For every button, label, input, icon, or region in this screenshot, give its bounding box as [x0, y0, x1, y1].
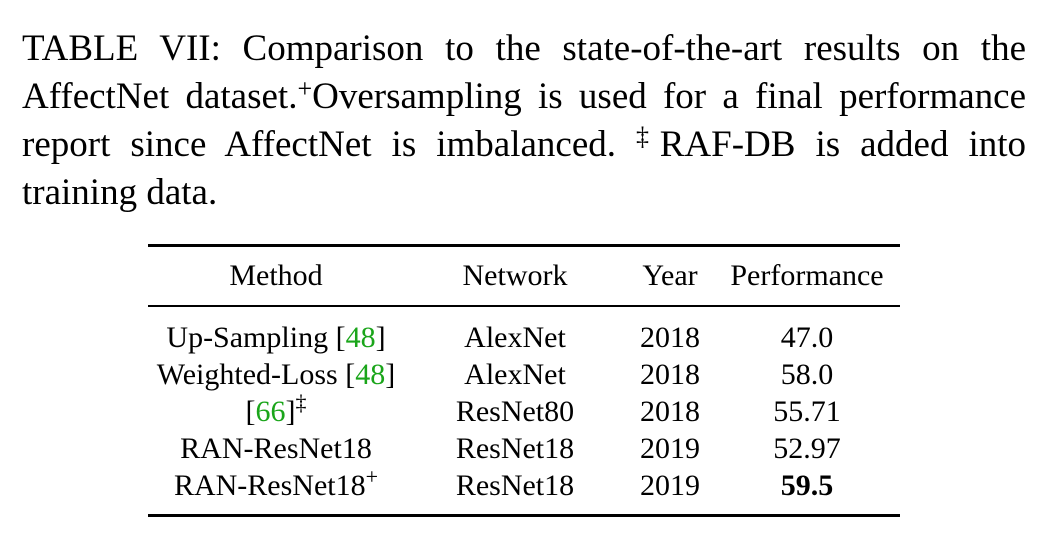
table-row: RAN-ResNet18 ResNet18 2019 52.97: [148, 430, 900, 467]
performance-cell-best: 59.5: [780, 469, 834, 502]
results-table-container: Method Network Year Performance Up-Sampl…: [148, 244, 900, 517]
method-cell: RAN-ResNet18: [180, 432, 372, 465]
plus-marker: +: [365, 464, 379, 489]
performance-cell: 52.97: [773, 432, 841, 465]
caption-text-2: Oversampling is used for a final perform…: [22, 76, 1026, 165]
method-cell: RAN-ResNet18+: [173, 464, 379, 503]
double-dagger-marker: ‡: [295, 390, 307, 415]
results-table: Method Network Year Performance Up-Sampl…: [148, 244, 900, 517]
network-cell: ResNet18: [455, 469, 575, 502]
table-row: RAN-ResNet18+ ResNet18 2019 59.5: [148, 464, 900, 516]
performance-cell: 55.71: [773, 395, 841, 428]
header-year: Year: [642, 259, 698, 292]
network-cell: AlexNet: [464, 321, 566, 354]
citation-link[interactable]: 48: [345, 321, 376, 354]
citation-link[interactable]: 48: [355, 358, 386, 391]
year-cell: 2019: [640, 432, 700, 465]
method-cell: [66]‡: [245, 390, 307, 429]
header-performance: Performance: [730, 259, 884, 292]
table-row: [66]‡ ResNet80 2018 55.71: [148, 390, 900, 430]
network-cell: ResNet80: [455, 395, 575, 428]
year-cell: 2018: [640, 395, 700, 428]
method-cell: Up-Sampling [48]: [166, 321, 386, 354]
caption-label: TABLE VII:: [22, 28, 221, 69]
year-cell: 2018: [640, 358, 700, 391]
year-cell: 2019: [640, 469, 700, 502]
header-row: Method Network Year Performance: [148, 245, 900, 306]
citation-link[interactable]: 66: [255, 395, 286, 428]
table-row: Up-Sampling [48] AlexNet 2018 47.0: [148, 306, 900, 356]
header-network: Network: [462, 259, 568, 292]
double-dagger-marker: ‡: [636, 122, 660, 151]
caption-text-1: Comparison to the state-of-the-art resul…: [22, 28, 1027, 117]
method-cell: Weighted-Loss [48]: [156, 358, 396, 391]
performance-cell: 58.0: [780, 358, 834, 391]
plus-marker: +: [297, 74, 313, 103]
performance-cell: 47.0: [780, 321, 834, 354]
year-cell: 2018: [640, 321, 700, 354]
network-cell: AlexNet: [464, 358, 566, 391]
table-caption: TABLE VII: Comparison to the state-of-th…: [22, 25, 1026, 217]
table-row: Weighted-Loss [48] AlexNet 2018 58.0: [148, 356, 900, 393]
network-cell: ResNet18: [455, 432, 575, 465]
caption-text-3: RAF-DB is added into training data.: [22, 124, 1027, 213]
header-method: Method: [229, 259, 323, 292]
